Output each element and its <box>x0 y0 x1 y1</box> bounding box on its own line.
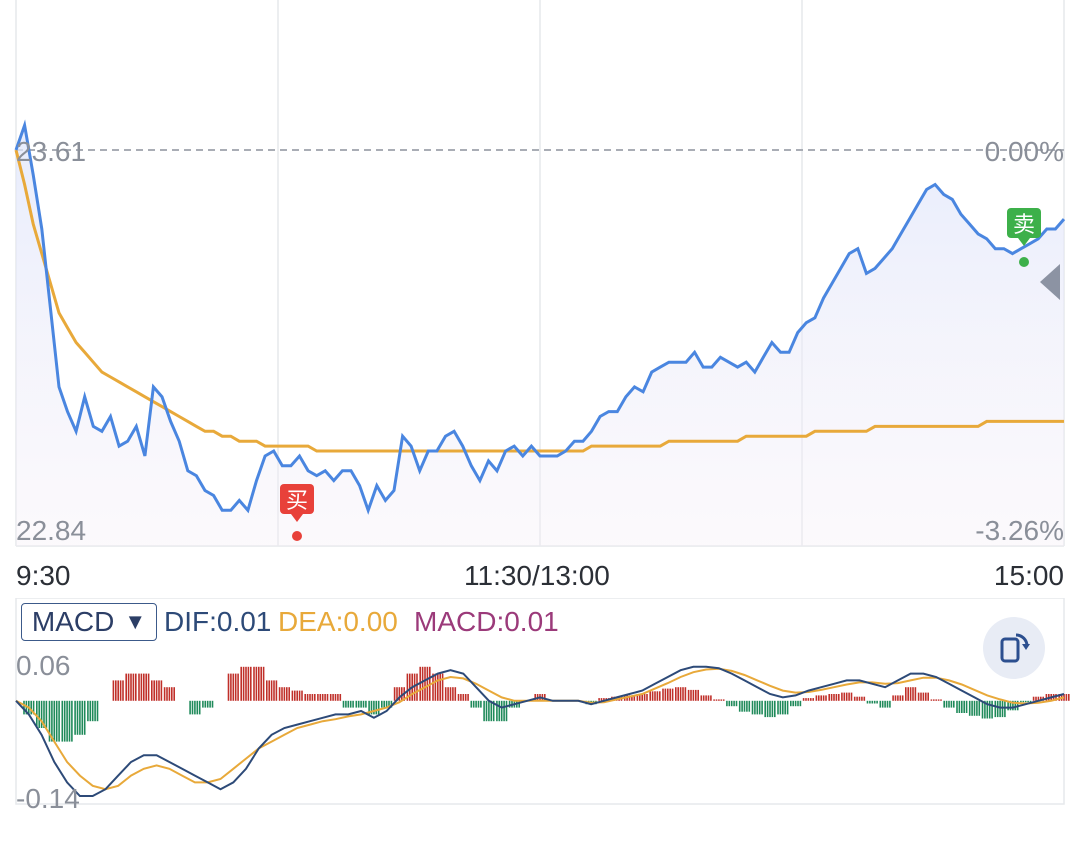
macd-histogram <box>23 666 1070 742</box>
pct-top-label: 0.00% <box>984 136 1064 167</box>
macd-bottom-value: -0.14 <box>16 783 80 814</box>
buy-marker-tail <box>291 514 303 522</box>
price-line <box>14 119 1066 515</box>
macd-chart[interactable] <box>0 598 1080 820</box>
buy-dot <box>292 531 302 541</box>
buy-signal[interactable]: 买 <box>280 484 314 541</box>
time-label-open: 9:30 <box>16 560 71 591</box>
average-price-line <box>14 149 1064 453</box>
indicator-selector[interactable]: MACD ▼ <box>21 603 157 641</box>
sell-marker-tail <box>1018 238 1030 246</box>
rotate-icon <box>1000 633 1030 663</box>
macd-value: MACD:0.01 <box>414 606 559 637</box>
time-label-midday: 11:30/13:00 <box>464 560 610 591</box>
price-pointer-icon[interactable] <box>1040 264 1060 300</box>
buy-label: 买 <box>286 489 308 514</box>
price-bottom-label: 22.84 <box>16 515 87 546</box>
chevron-down-icon: ▼ <box>124 609 147 634</box>
price-area-fill <box>16 125 1064 547</box>
macd-top-value: 0.06 <box>16 650 71 681</box>
sell-dot <box>1019 257 1029 267</box>
pct-bottom-label: -3.26% <box>975 515 1064 546</box>
dea-value: DEA:0.00 <box>278 606 398 637</box>
indicator-selector-label: MACD <box>31 606 115 637</box>
dea-line <box>15 667 1065 791</box>
sell-marker <box>1007 208 1041 238</box>
time-label-close: 15:00 <box>993 560 1064 591</box>
price-top-label: 23.61 <box>16 136 87 167</box>
buy-marker <box>280 484 314 514</box>
intraday-price-chart[interactable]: 买 卖 <box>0 0 1080 560</box>
sell-label: 卖 <box>1013 213 1035 238</box>
dif-line <box>15 665 1065 797</box>
dif-value: DIF:0.01 <box>164 606 272 637</box>
rotate-screen-button[interactable] <box>983 617 1045 679</box>
sell-signal[interactable]: 卖 <box>1007 208 1041 267</box>
